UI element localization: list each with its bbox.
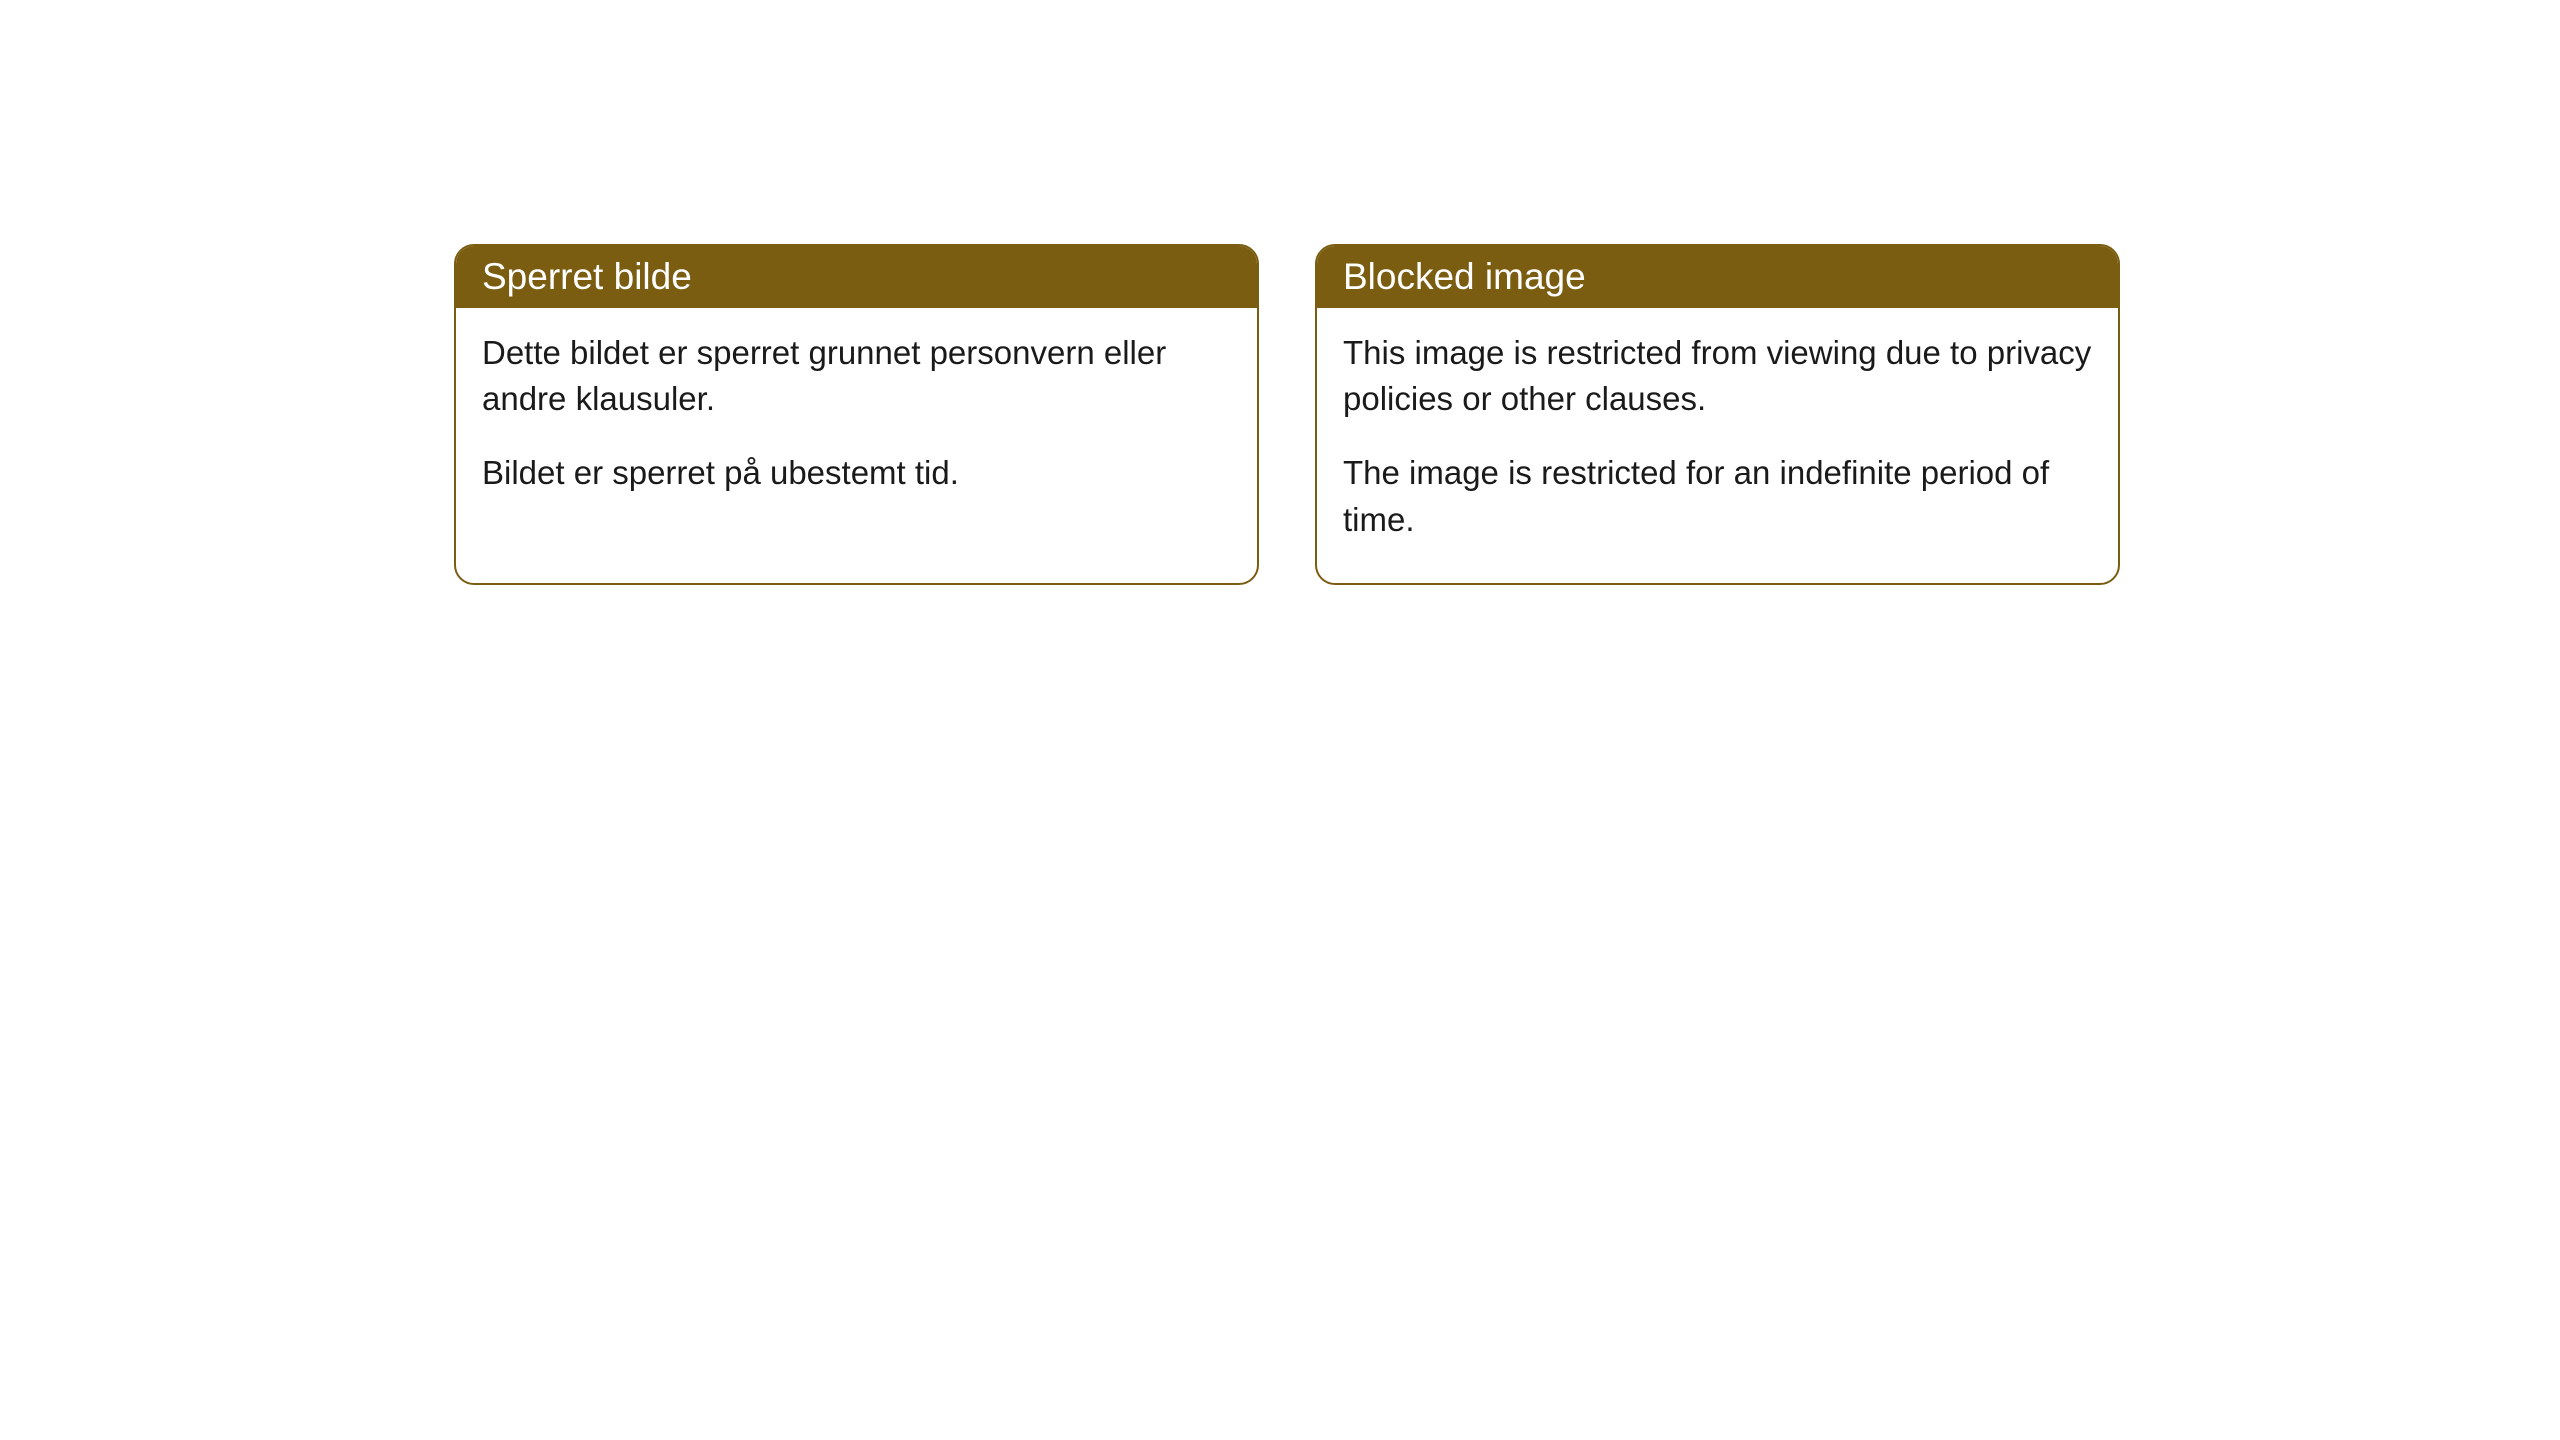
- card-paragraph-1: Dette bildet er sperret grunnet personve…: [482, 330, 1231, 422]
- card-paragraph-2: The image is restricted for an indefinit…: [1343, 450, 2092, 542]
- card-title: Sperret bilde: [482, 256, 692, 297]
- card-paragraph-1: This image is restricted from viewing du…: [1343, 330, 2092, 422]
- card-body: This image is restricted from viewing du…: [1317, 308, 2118, 583]
- card-header: Blocked image: [1317, 246, 2118, 308]
- cards-container: Sperret bilde Dette bildet er sperret gr…: [454, 244, 2120, 585]
- card-body: Dette bildet er sperret grunnet personve…: [456, 308, 1257, 537]
- card-header: Sperret bilde: [456, 246, 1257, 308]
- blocked-image-card-english: Blocked image This image is restricted f…: [1315, 244, 2120, 585]
- card-paragraph-2: Bildet er sperret på ubestemt tid.: [482, 450, 1231, 496]
- blocked-image-card-norwegian: Sperret bilde Dette bildet er sperret gr…: [454, 244, 1259, 585]
- card-title: Blocked image: [1343, 256, 1586, 297]
